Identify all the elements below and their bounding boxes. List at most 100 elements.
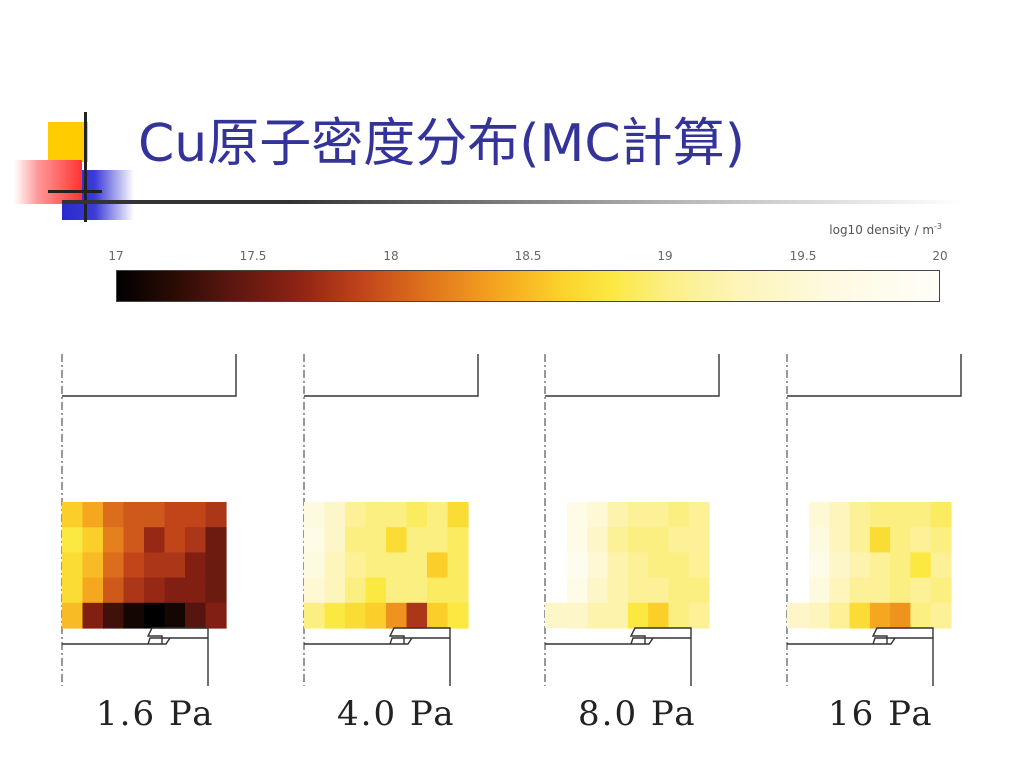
density-cell <box>447 527 469 553</box>
pressure-label: 16 Pa <box>828 694 934 734</box>
density-cell <box>890 502 912 528</box>
density-cell <box>829 577 851 604</box>
colorbar-tick: 18 <box>383 249 399 263</box>
density-cell <box>103 602 125 629</box>
colorbar-label-text: log10 density / m <box>829 223 935 237</box>
density-cell <box>668 577 690 604</box>
density-cell <box>185 527 207 553</box>
density-panel <box>303 350 524 690</box>
density-cell <box>648 602 670 629</box>
colorbar-tick: 20 <box>932 249 948 263</box>
density-cell <box>365 527 387 553</box>
density-cell <box>849 502 871 528</box>
density-cell <box>849 552 871 579</box>
density-cell <box>910 527 932 553</box>
density-cell <box>406 552 428 579</box>
density-cell <box>627 502 649 528</box>
density-cell <box>365 577 387 604</box>
density-cell <box>607 527 629 553</box>
density-cell <box>567 577 588 604</box>
density-cell <box>447 602 469 629</box>
density-cell <box>365 502 387 528</box>
density-cell <box>668 527 690 553</box>
pressure-label: 8.0 Pa <box>578 694 697 734</box>
density-cell <box>324 602 346 629</box>
density-cell <box>668 602 690 629</box>
density-cell <box>627 577 649 604</box>
density-cell <box>324 552 346 579</box>
density-cell <box>123 577 145 604</box>
density-map-svg <box>544 354 720 686</box>
pressure-label: 1.6 Pa <box>96 694 215 734</box>
density-cell <box>185 577 207 604</box>
density-cell <box>587 527 609 553</box>
density-cell <box>809 552 830 579</box>
density-cell <box>688 552 710 579</box>
density-cell <box>406 577 428 604</box>
density-cell <box>668 502 690 528</box>
density-cell <box>62 602 84 629</box>
density-cell <box>869 602 891 629</box>
colorbar-label: log10 density / m-3 <box>829 222 942 237</box>
density-cell <box>829 527 851 553</box>
accent-square-red <box>14 160 82 204</box>
density-cell <box>185 502 207 528</box>
density-map-svg <box>786 354 962 686</box>
density-cell <box>567 552 588 579</box>
density-cell <box>587 502 609 528</box>
density-cell <box>567 602 588 629</box>
density-cell <box>607 602 629 629</box>
density-map-svg <box>61 354 237 686</box>
density-cell <box>869 502 891 528</box>
density-cell <box>386 502 408 528</box>
density-cell <box>345 527 367 553</box>
density-cell <box>829 502 851 528</box>
density-cell <box>930 552 952 579</box>
accent-hline <box>48 190 102 193</box>
density-cell <box>62 552 84 579</box>
density-cell <box>144 527 166 553</box>
density-cell <box>829 602 851 629</box>
density-cell <box>869 577 891 604</box>
density-cell <box>627 602 649 629</box>
density-cell <box>103 527 125 553</box>
density-cell <box>304 527 326 553</box>
density-cell <box>82 527 104 553</box>
density-cell <box>62 502 84 528</box>
density-cell <box>62 527 84 553</box>
density-cell <box>427 502 449 528</box>
density-cell <box>890 577 912 604</box>
density-cell <box>365 552 387 579</box>
colorbar-tick: 19.5 <box>789 249 817 263</box>
density-cell <box>386 552 408 579</box>
density-cell <box>144 502 166 528</box>
density-cell <box>829 552 851 579</box>
density-edge-band <box>787 602 809 628</box>
density-cell <box>82 552 104 579</box>
colorbar-tick: 17.5 <box>239 249 267 263</box>
density-edge-band <box>545 602 567 628</box>
density-cell <box>910 577 932 604</box>
density-cell <box>890 602 912 629</box>
colorbar-tick: 18.5 <box>514 249 542 263</box>
density-cell <box>869 527 891 553</box>
density-cell <box>123 552 145 579</box>
density-cell <box>185 552 207 579</box>
density-cell <box>82 577 104 604</box>
density-cell <box>447 577 469 604</box>
density-cell <box>587 577 609 604</box>
density-cell <box>324 502 346 528</box>
density-panel <box>61 350 282 690</box>
density-cell <box>103 577 125 604</box>
density-cell <box>82 502 104 528</box>
density-cell <box>345 552 367 579</box>
density-cell <box>890 527 912 553</box>
density-cell <box>304 577 326 604</box>
density-cell <box>406 527 428 553</box>
density-cell <box>123 602 145 629</box>
density-cell <box>205 552 227 579</box>
density-cell <box>910 552 932 579</box>
density-cell <box>427 577 449 604</box>
density-cell <box>144 577 166 604</box>
density-cell <box>688 577 710 604</box>
